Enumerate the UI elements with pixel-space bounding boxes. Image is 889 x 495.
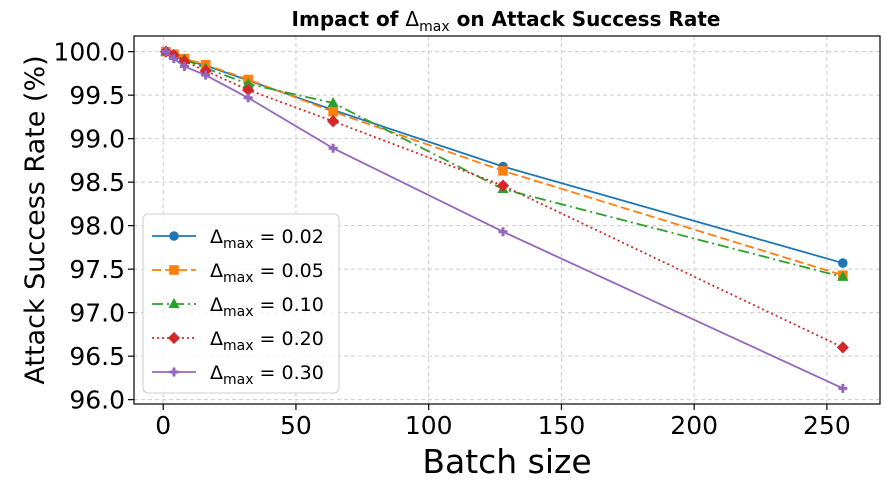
y-tick-label: 98.5 [69, 168, 125, 197]
legend-label: Δmax = 0.20 [210, 328, 324, 354]
data-point-plus [243, 93, 253, 103]
data-point-diamond [327, 115, 340, 128]
legend: Δmax = 0.02 Δmax = 0.05 Δmax = 0.10 Δmax = … [142, 213, 340, 394]
x-tick-label: 50 [280, 411, 312, 440]
series-group [159, 45, 849, 393]
axis-ticks: 0 50 100 150 200 250 96.0 96.5 97.0 97.5 98.0 98.5 9… [53, 38, 850, 440]
data-point-triangle [837, 271, 849, 281]
y-tick-label: 97.5 [69, 255, 125, 284]
data-point-square [328, 106, 338, 117]
data-point-plus [179, 61, 189, 71]
chart-title: Impact of Δmax on Attack Success Rate [292, 7, 721, 35]
x-tick-label: 150 [538, 411, 586, 440]
series-line-5 [161, 47, 848, 393]
x-tick-label: 200 [670, 411, 718, 440]
legend-box [142, 213, 340, 394]
data-point-plus [838, 383, 848, 393]
data-point-plus [169, 367, 179, 377]
data-point-diamond [167, 331, 181, 345]
data-point-triangle [168, 298, 180, 308]
data-point-diamond [496, 179, 510, 192]
y-axis-label: Attack Success Rate (%) [20, 55, 51, 384]
plot-frame [133, 35, 881, 405]
data-point-circle [838, 258, 848, 268]
legend-item: Δmax = 0.02 [152, 226, 324, 252]
data-point-circle [169, 231, 179, 241]
x-axis-label: Batch size [422, 442, 591, 481]
legend-item: Δmax = 0.30 [152, 362, 324, 388]
x-tick-label: 250 [803, 411, 851, 440]
legend-item: Δmax = 0.20 [152, 328, 324, 354]
data-point-plus [498, 227, 508, 237]
legend-item: Δmax = 0.10 [152, 294, 324, 320]
y-tick-label: 100.0 [53, 38, 125, 67]
series-path [165, 50, 844, 277]
data-point-square [169, 265, 179, 275]
y-tick-label: 99.0 [69, 125, 125, 154]
y-tick-label: 99.5 [69, 81, 125, 110]
legend-label: Δmax = 0.30 [210, 362, 324, 388]
x-tick-label: 0 [155, 411, 171, 440]
data-point-plus [169, 54, 179, 64]
y-tick-label: 97.0 [69, 299, 125, 328]
data-point-triangle [327, 97, 339, 107]
data-point-diamond [836, 341, 849, 354]
y-tick-label: 98.0 [69, 212, 125, 241]
legend-item: Δmax = 0.05 [152, 260, 324, 286]
data-point-plus [328, 143, 338, 153]
x-tick-label: 100 [405, 411, 453, 440]
legend-label: Δmax = 0.10 [210, 294, 324, 320]
data-point-plus [161, 47, 171, 57]
y-tick-label: 96.0 [69, 386, 125, 415]
data-point-plus [201, 70, 211, 80]
data-point-square [498, 166, 508, 176]
series-line-4 [159, 45, 849, 354]
legend-label: Δmax = 0.02 [210, 226, 324, 252]
legend-label: Δmax = 0.05 [210, 260, 324, 286]
y-tick-label: 96.5 [69, 342, 125, 371]
